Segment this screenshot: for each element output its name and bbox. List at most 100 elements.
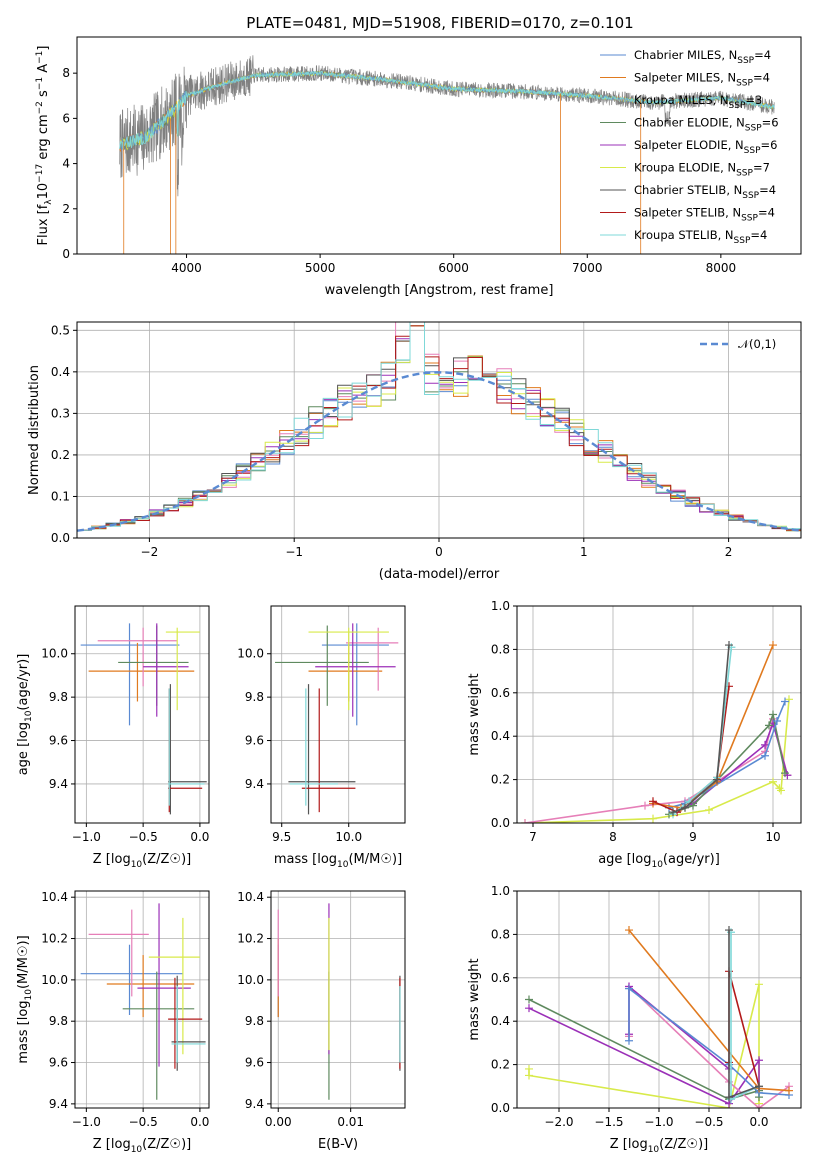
- weight-point-marker: [669, 808, 677, 817]
- y-tick-label: 0.8: [491, 927, 510, 941]
- y-tick-label: 0.1: [51, 489, 70, 503]
- legend-entry: Kroupa ELODIE, NSSP=7: [634, 161, 770, 179]
- weight-point-marker: [769, 710, 777, 719]
- x-tick-label: 4000: [171, 261, 202, 275]
- weight-point-marker: [525, 1071, 533, 1080]
- weight_vs_age-ylabel: mass weight: [467, 673, 482, 755]
- axes-frame-age_vs_Z: −1.0 −0.5 0.0 9.4 9.6 9.8 10.0 Z [log10(Z/Z☉)] a…: [16, 605, 210, 870]
- x-tick-label: −0.5: [694, 1115, 723, 1129]
- y-tick-label: 6: [62, 111, 70, 125]
- age_vs_Z-ylabel: age [log10(age/yr)]: [16, 654, 34, 776]
- x-tick-label: 10: [765, 830, 780, 844]
- weight-point-marker: [777, 786, 785, 795]
- y-tick-label: 0.4: [51, 365, 70, 379]
- legend-entry: Salpeter MILES, NSSP=4: [634, 71, 770, 89]
- y-tick-label: 9.8: [49, 690, 68, 704]
- y-tick-label: 0.6: [491, 971, 510, 985]
- plot-area-mass_vs_EBV: [277, 903, 401, 1100]
- axes-age_vs_mass: 9.5 10.0 9.4 9.6 9.8 10.0 mass [log10(M/M☉)]: [237, 605, 406, 870]
- weight-series-line: [528, 1007, 760, 1105]
- x-tick-label: 5000: [305, 261, 336, 275]
- legend-entry: Chabrier MILES, NSSP=4: [634, 48, 771, 66]
- x-tick-label: 0.0: [190, 1115, 209, 1129]
- plot-area-age_vs_mass: [275, 623, 399, 815]
- axes-weight_vs_Z: −2.0 −1.5 −1.0 −0.5 0.0 0.0 0.2 0.4 0.6 0.8 1.0 Z […: [467, 884, 802, 1155]
- weight-point-marker: [755, 1104, 763, 1108]
- legend-entry: Salpeter STELIB, NSSP=4: [634, 206, 775, 224]
- spectrum-ylabel: Flux [fλ10−17 erg cm−2 s−1 A−1]: [35, 46, 54, 246]
- axes-frame: [516, 605, 802, 824]
- legend-normal-label: 𝒩(0,1): [738, 337, 776, 351]
- weight-point-marker: [681, 803, 689, 812]
- y-tick-label: 9.6: [245, 1056, 264, 1070]
- weight-series-line: [672, 647, 733, 815]
- x-tick-label: 0.00: [265, 1115, 292, 1129]
- plot-area-spectrum: [119, 55, 775, 254]
- y-tick-label: 0.8: [491, 642, 510, 656]
- axes-mass_vs_EBV: 0.00 0.01 9.4 9.6 9.8 10.0 10.2 10.4 E(B-V): [237, 890, 406, 1152]
- weight-point-marker: [521, 819, 529, 823]
- y-tick-label: 10.4: [237, 890, 264, 904]
- y-tick-label: 0.2: [51, 448, 70, 462]
- x-tick-label: 0.01: [337, 1115, 364, 1129]
- age_vs_Z-xlabel: Z [log10(Z/Z☉)]: [93, 852, 191, 870]
- weight-point-marker: [649, 797, 657, 806]
- weight-point-marker: [765, 721, 773, 730]
- weight-point-marker: [785, 695, 793, 704]
- y-tick-label: 10.0: [41, 647, 68, 661]
- axes-mass_vs_Z: −1.0 −0.5 0.0 9.4 9.6 9.8 10.0 10.2 10.4 Z [log10…: [16, 890, 210, 1155]
- y-tick-label: 2: [62, 202, 70, 216]
- weight-point-marker: [761, 751, 769, 760]
- residuals-xlabel: (data-model)/error: [379, 567, 500, 582]
- plot-area-weight_vs_Z: [525, 926, 793, 1108]
- y-tick-label: 9.6: [49, 1056, 68, 1070]
- axes-spectrum: 4000 5000 6000 7000 8000 0 2 4 6 8 wavelength [Ang…: [35, 36, 802, 298]
- y-tick-label: 9.6: [245, 734, 264, 748]
- x-tick-label: 0.0: [190, 830, 209, 844]
- y-tick-label: 0.0: [491, 816, 510, 830]
- axes-frame-age_vs_mass: 9.5 10.0 9.4 9.6 9.8 10.0 mass [log10(M/M☉)]: [237, 605, 406, 870]
- plot-area-mass_vs_Z: [80, 903, 206, 1100]
- x-tick-label: 9.5: [272, 830, 291, 844]
- weight-point-marker: [625, 926, 633, 935]
- weight-point-marker: [525, 1004, 533, 1013]
- weight-point-marker: [713, 775, 721, 784]
- weight_vs_Z-ylabel: mass weight: [467, 958, 482, 1040]
- weight_vs_age-xlabel: age [log10(age/yr)]: [598, 852, 720, 870]
- x-tick-label: 7000: [572, 261, 603, 275]
- weight-series-line: [672, 645, 730, 813]
- axes-residuals: −2 −1 0 1 2 0.0 0.1 0.2 0.3 0.4 0.5 𝒩(0,1) (data-mod…: [27, 321, 802, 582]
- weight-point-marker: [761, 740, 769, 749]
- y-tick-label: 0.5: [51, 323, 70, 337]
- axes-frame: [74, 605, 210, 824]
- y-tick-label: 0.2: [491, 1058, 510, 1072]
- y-tick-label: 9.4: [245, 1097, 264, 1111]
- y-tick-label: 0.0: [51, 531, 70, 545]
- y-tick-label: 10.4: [41, 890, 68, 904]
- weight-series-line: [652, 686, 730, 814]
- age_vs_mass-xlabel: mass [log10(M/M☉)]: [274, 852, 402, 870]
- figure-title: PLATE=0481, MJD=51908, FIBERID=0170, z=0…: [246, 14, 633, 32]
- weight-series-line: [524, 718, 789, 823]
- x-tick-label: −1.5: [594, 1115, 623, 1129]
- y-tick-label: 9.4: [245, 777, 264, 791]
- normal-curve: [77, 371, 801, 532]
- axes-frame-mass_vs_Z: −1.0 −0.5 0.0 9.4 9.6 9.8 10.0 10.2 10.4 Z [log10…: [16, 890, 210, 1155]
- histogram-line: [77, 325, 801, 531]
- axes-frame: [270, 890, 406, 1109]
- weight-series-line: [528, 998, 760, 1101]
- weight-point-marker: [781, 697, 789, 706]
- weight-point-marker: [649, 814, 657, 823]
- weight-point-marker: [769, 777, 777, 786]
- y-tick-label: 10.2: [41, 932, 68, 946]
- axes-frame: [270, 605, 406, 824]
- x-tick-label: −2.0: [544, 1115, 573, 1129]
- weight-point-marker: [781, 769, 789, 778]
- x-tick-label: −0.5: [129, 1115, 158, 1129]
- x-tick-label: 1: [580, 545, 588, 559]
- weight-series-line: [668, 701, 786, 809]
- y-tick-label: 10.0: [237, 647, 264, 661]
- y-tick-label: 0.4: [491, 1014, 510, 1028]
- x-tick-label: 6000: [438, 261, 469, 275]
- x-tick-label: −2: [141, 545, 159, 559]
